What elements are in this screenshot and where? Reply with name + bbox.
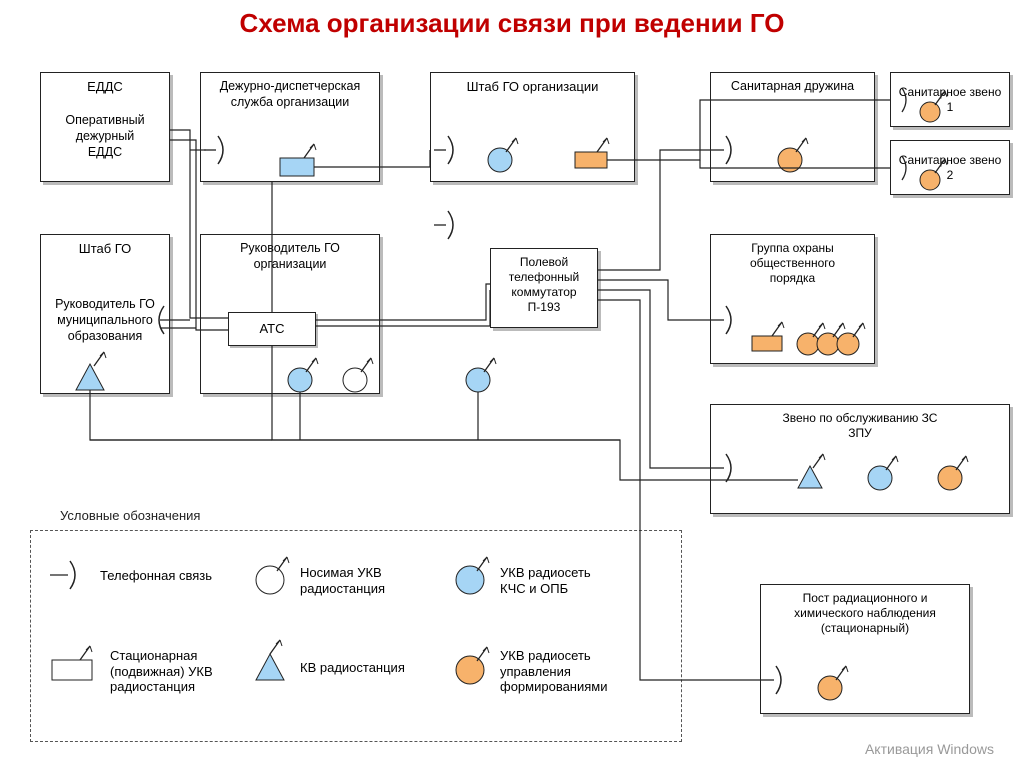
legend-box bbox=[30, 530, 682, 742]
legend-item-3: КВ радиостанция bbox=[300, 660, 405, 676]
box-zveno-zs: Звено по обслуживанию ЗС ЗПУ bbox=[710, 404, 1010, 514]
box-shtab-go-sub: Руководитель ГО муниципального образован… bbox=[47, 297, 163, 344]
box-ats-sub: АТС bbox=[235, 321, 309, 337]
legend-item-5: УКВ радиосеть управления формированиями bbox=[500, 648, 608, 695]
box-zveno-zs-sub: Звено по обслуживанию ЗС ЗПУ bbox=[717, 411, 1003, 441]
legend-title: Условные обозначения bbox=[60, 508, 200, 523]
box-group-opb-sub: Группа охраны общественного порядка bbox=[717, 241, 868, 286]
box-san1-sub: Санитарное звено 1 bbox=[897, 85, 1003, 115]
box-edds-title: ЕДДС bbox=[47, 79, 163, 95]
box-group-opb: Группа охраны общественного порядка bbox=[710, 234, 875, 364]
box-p193: Полевой телефонный коммутатор П-193 bbox=[490, 248, 598, 328]
legend-item-0: Телефонная связь bbox=[100, 568, 212, 584]
box-p193-sub: Полевой телефонный коммутатор П-193 bbox=[497, 255, 591, 315]
box-edds-sub: Оперативный дежурный ЕДДС bbox=[47, 113, 163, 160]
watermark: Активация Windows bbox=[865, 741, 994, 757]
box-dds-sub: Дежурно-диспетчерская служба организации bbox=[207, 79, 373, 110]
box-san2-sub: Санитарное звено 2 bbox=[897, 153, 1003, 183]
box-ruk-go-sub: Руководитель ГО организации bbox=[207, 241, 373, 272]
box-post-sub: Пост радиационного и химического наблюде… bbox=[767, 591, 963, 636]
box-san1: Санитарное звено 1 bbox=[890, 72, 1010, 127]
box-edds: ЕДДС Оперативный дежурный ЕДДС bbox=[40, 72, 170, 182]
box-shtab-org: Штаб ГО организации bbox=[430, 72, 635, 182]
legend-item-1: Стационарная (подвижная) УКВ радиостанци… bbox=[110, 648, 213, 695]
legend-item-4: УКВ радиосеть КЧС и ОПБ bbox=[500, 565, 591, 596]
box-shtab-go-title: Штаб ГО bbox=[47, 241, 163, 257]
box-shtab-go: Штаб ГО Руководитель ГО муниципального о… bbox=[40, 234, 170, 394]
diagram-stage: Схема организации связи при ведении ГО Е… bbox=[0, 0, 1024, 767]
box-post: Пост радиационного и химического наблюде… bbox=[760, 584, 970, 714]
box-ats: АТС bbox=[228, 312, 316, 346]
box-shtab-org-sub: Штаб ГО организации bbox=[437, 79, 628, 95]
diagram-title: Схема организации связи при ведении ГО bbox=[0, 8, 1024, 39]
legend-item-2: Носимая УКВ радиостанция bbox=[300, 565, 385, 596]
box-dds: Дежурно-диспетчерская служба организации bbox=[200, 72, 380, 182]
box-san-druzh: Санитарная дружина bbox=[710, 72, 875, 182]
box-san-druzh-sub: Санитарная дружина bbox=[717, 79, 868, 95]
box-san2: Санитарное звено 2 bbox=[890, 140, 1010, 195]
